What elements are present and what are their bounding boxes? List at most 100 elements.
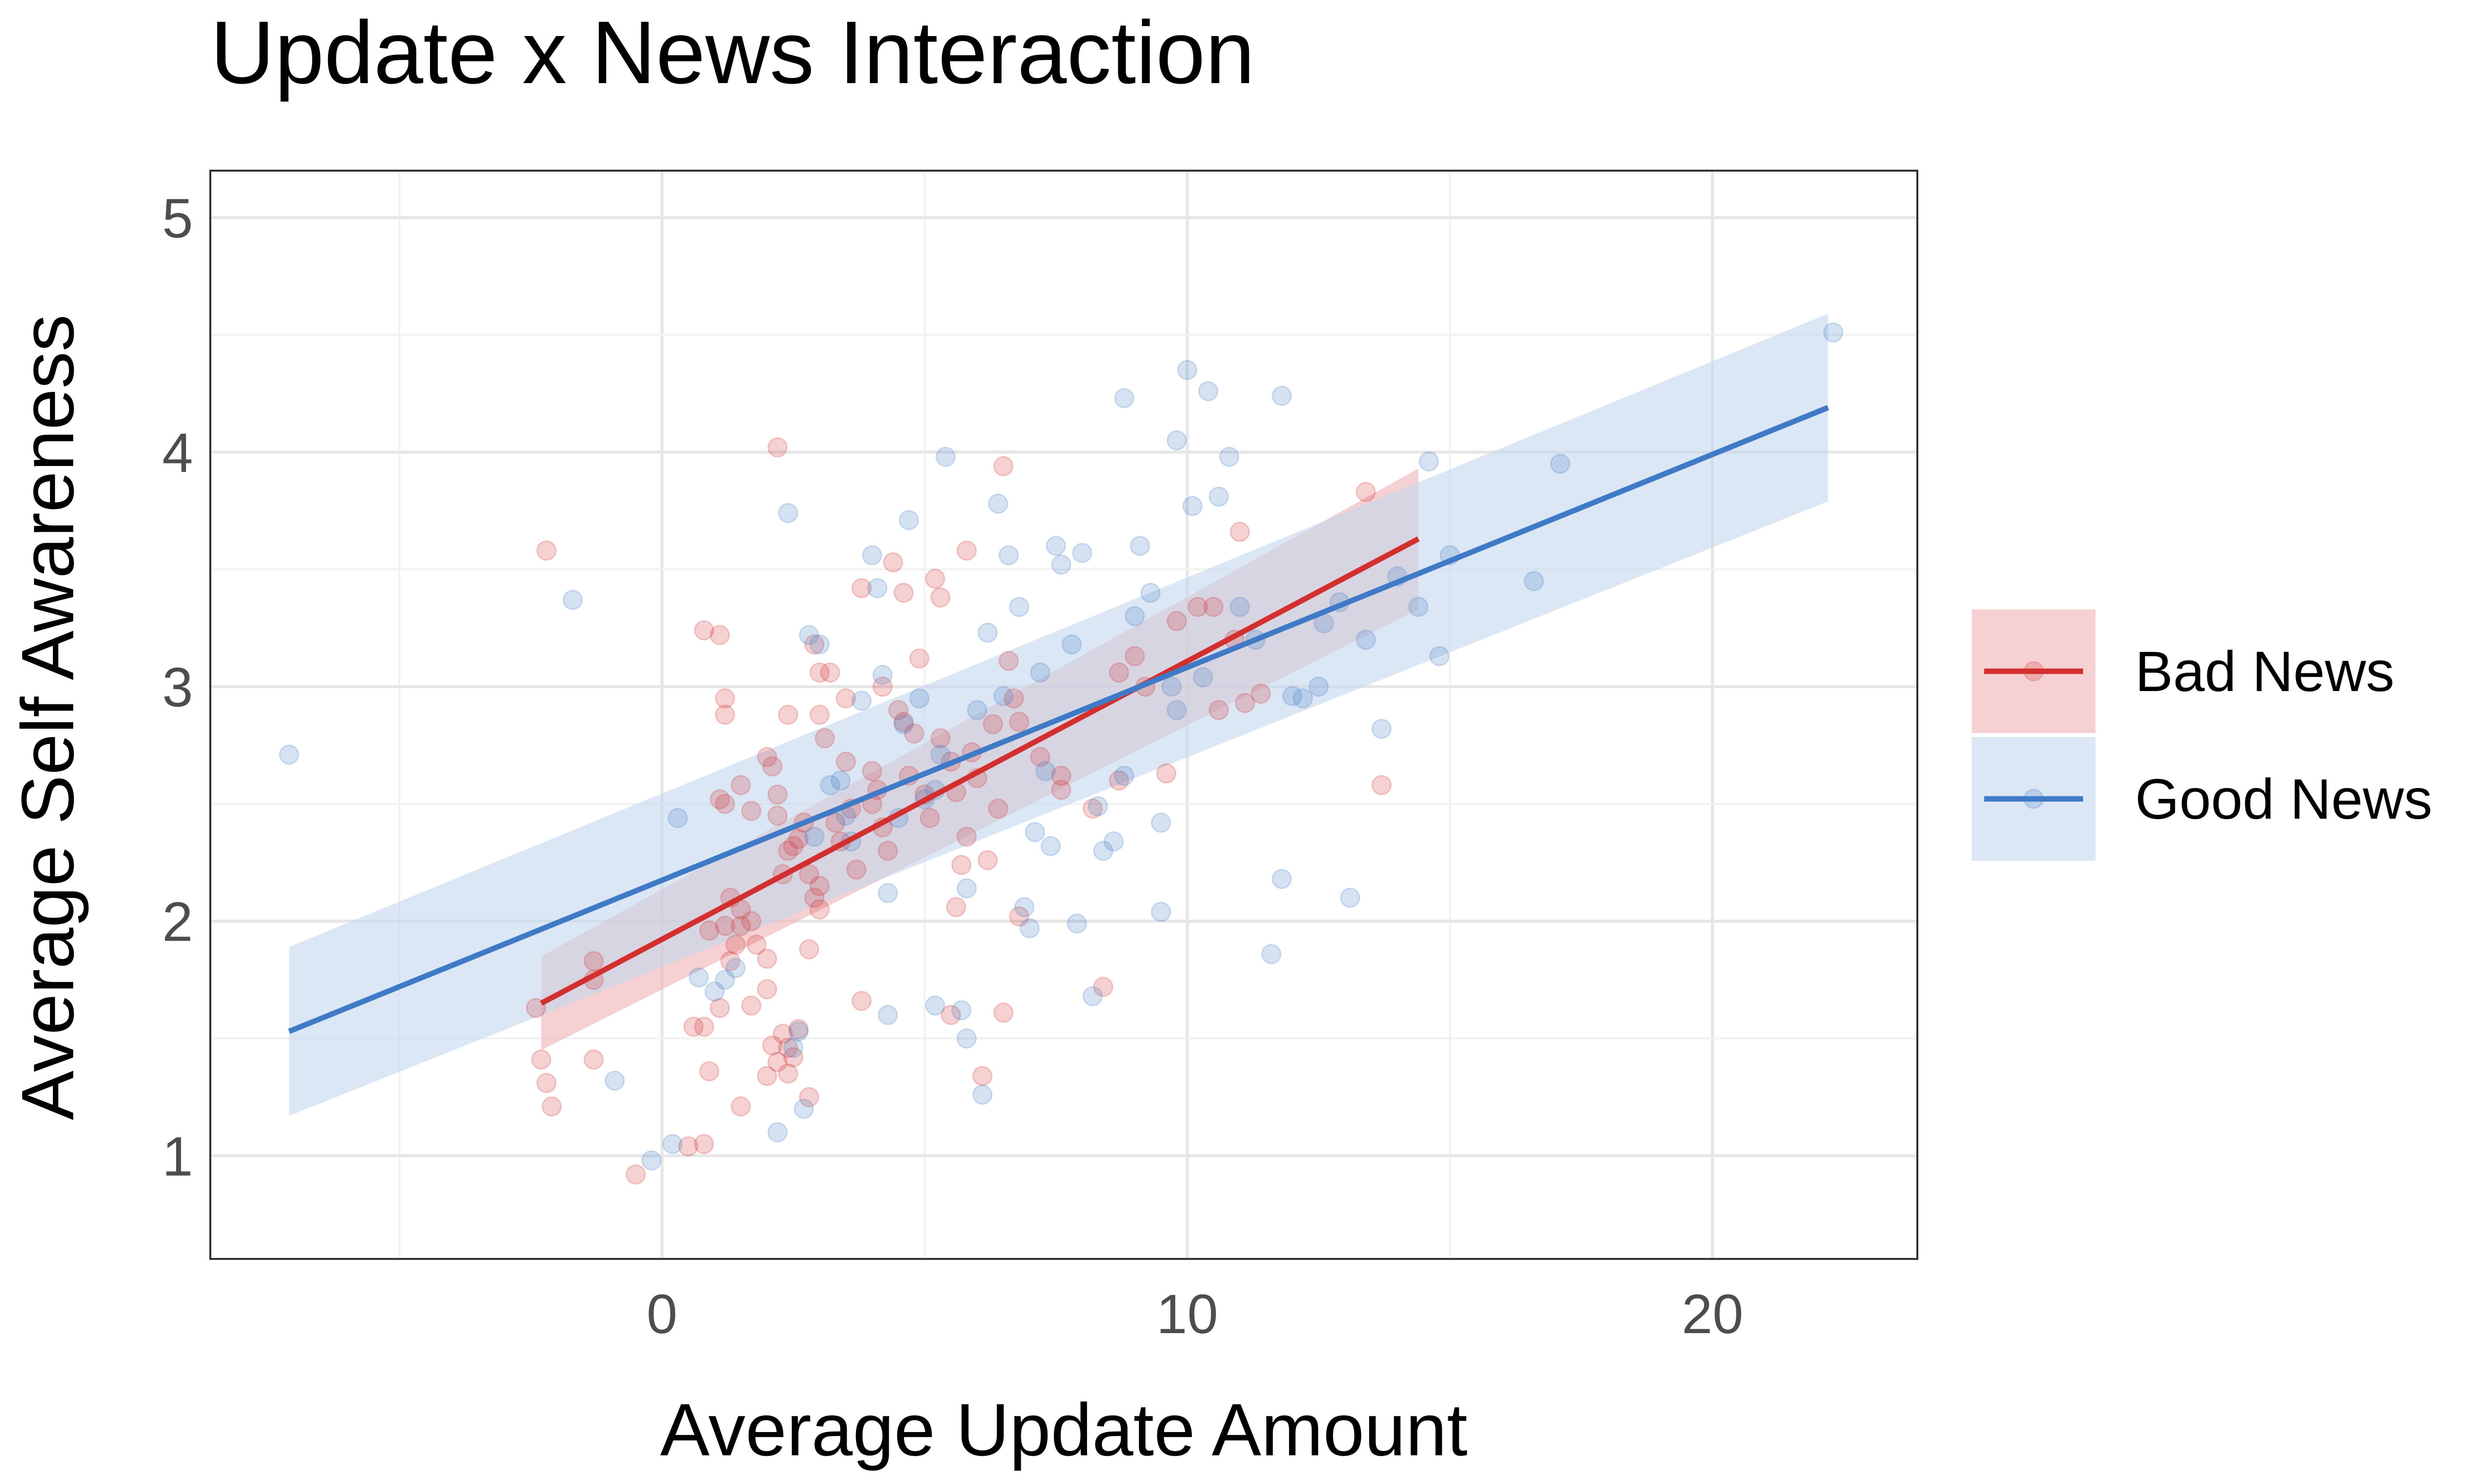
good-news-point [1030, 662, 1050, 683]
bad-news-point [714, 704, 735, 725]
bad-news-point [778, 840, 799, 861]
good-news-point [909, 688, 930, 709]
bad-news-point [930, 587, 951, 608]
bad-news-point [541, 1096, 562, 1117]
bad-news-point [788, 829, 809, 849]
y-tick-label: 4 [162, 422, 193, 484]
good-news-point [972, 1084, 993, 1105]
good-news-point [820, 775, 841, 795]
bad-news-point [1235, 693, 1255, 713]
fit-lines [288, 405, 1829, 1034]
x-axis-label: Average Update Amount [660, 1388, 1468, 1471]
good-news-point [1292, 688, 1313, 709]
good-news-point [1198, 381, 1219, 402]
good-news-point [1429, 646, 1450, 666]
good-news-point [1272, 385, 1292, 406]
bad-news-point [825, 812, 846, 833]
good-news-point [778, 503, 799, 523]
y-axis-ticks: 1 2 3 4 5 [162, 187, 193, 1188]
good-news-point [767, 1122, 788, 1143]
bad-news-point [799, 939, 819, 960]
bad-news-point [778, 704, 799, 725]
bad-news-point [1230, 521, 1250, 542]
bad-news-point [1093, 976, 1114, 997]
good-news-fit-line [288, 405, 1829, 1034]
good-news-point [1124, 606, 1145, 627]
good-news-point [1182, 496, 1203, 516]
bad-news-point [762, 756, 783, 777]
good-news-point [899, 510, 919, 530]
bad-news-point [983, 714, 1003, 735]
bad-news-point [772, 1023, 793, 1044]
bad-news-point [767, 437, 788, 458]
bad-news-point [893, 582, 914, 603]
good-news-point [867, 578, 888, 599]
x-tick-label: 20 [1682, 1283, 1744, 1345]
good-news-point [1550, 454, 1570, 474]
chart-title: Update x News Interaction [210, 3, 1255, 102]
bad-news-point [694, 1017, 714, 1037]
good-news-point [1035, 761, 1056, 782]
good-news-point [1208, 486, 1229, 507]
bad-news-point [956, 827, 977, 847]
good-news-point [1192, 667, 1213, 688]
good-news-point [1230, 597, 1250, 617]
bad-news-point [820, 662, 841, 683]
bad-news-point [746, 934, 767, 955]
good-news-point [1088, 796, 1108, 817]
good-news-point [688, 967, 709, 988]
good-news-point [1355, 629, 1376, 650]
bad-news-point [809, 899, 830, 920]
good-news-point [794, 1099, 814, 1119]
bad-news-point [988, 798, 1008, 819]
bad-news-point [809, 876, 830, 896]
good-news-point [1061, 634, 1082, 655]
plot-panel-border [209, 170, 1918, 1260]
good-news-point [1046, 536, 1066, 556]
good-news-point [1177, 360, 1197, 380]
bad-news-point [730, 916, 751, 936]
good-news-point [951, 1000, 972, 1020]
good-news-point [1014, 897, 1035, 918]
good-news-point [1161, 676, 1182, 697]
scatter-points [279, 322, 1844, 1185]
good-news-point [1150, 901, 1171, 922]
good-news-point [1093, 840, 1114, 861]
bad-news-point [846, 859, 867, 880]
bad-news-point [767, 784, 788, 805]
bad-news-point [730, 775, 751, 795]
bad-news-point [1188, 597, 1208, 617]
good-news-point [662, 1134, 683, 1155]
bad-news-point [1166, 610, 1187, 631]
good-news-confidence-band [289, 314, 1828, 1116]
good-news-point [1308, 676, 1329, 697]
bad-news-point [714, 916, 735, 936]
good-news-point [783, 1037, 804, 1058]
x-axis-ticks: 0 10 20 [647, 1283, 1744, 1345]
y-tick-label: 1 [162, 1125, 193, 1187]
bad-news-point [783, 836, 804, 857]
bad-news-point [951, 854, 972, 875]
bad-news-point [809, 704, 830, 725]
good-news-point [988, 493, 1008, 514]
good-news-point [1130, 536, 1150, 556]
bad-news-point [851, 990, 872, 1011]
good-news-point [1103, 831, 1124, 852]
bad-news-point [930, 728, 951, 748]
bad-news-point [536, 1072, 557, 1093]
bad-news-point [1156, 763, 1177, 784]
bad-news-point [799, 864, 819, 884]
good-news-point [862, 545, 883, 566]
bad-news-point [778, 1063, 799, 1084]
bad-news-point [762, 1035, 783, 1056]
bad-news-point [862, 761, 883, 782]
bad-news-point [1371, 775, 1392, 795]
good-news-point [1371, 718, 1392, 739]
good-news-point [1219, 446, 1239, 467]
bad-news-point [699, 1061, 719, 1082]
bad-news-point [583, 1049, 604, 1070]
bad-news-point [993, 456, 1014, 476]
bad-news-point [883, 552, 904, 573]
bad-news-point [1355, 482, 1376, 503]
bad-news-point [851, 578, 872, 599]
